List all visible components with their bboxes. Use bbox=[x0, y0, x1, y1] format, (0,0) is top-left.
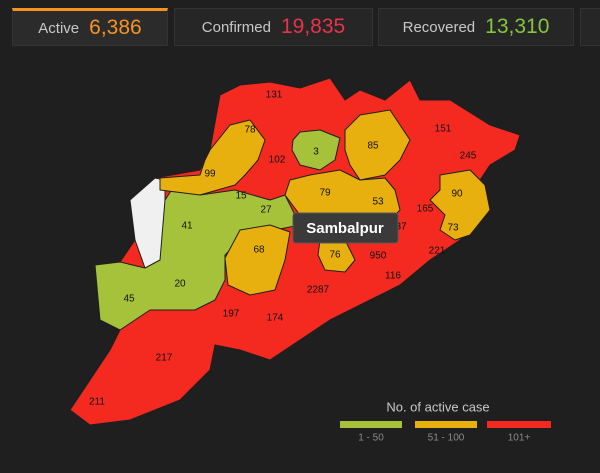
region[interactable] bbox=[224, 224, 291, 296]
tab[interactable]: Confirmed 19,835 bbox=[174, 8, 373, 46]
tab-label: Recovered bbox=[402, 18, 476, 36]
legend-label: 1 - 50 bbox=[358, 433, 384, 444]
district-label: 76 bbox=[329, 250, 341, 261]
tab[interactable]: Active 6,386 bbox=[12, 8, 168, 46]
tab-value: 6,386 bbox=[89, 16, 142, 39]
district-label: 211 bbox=[89, 397, 105, 408]
district-label: 217 bbox=[156, 353, 173, 364]
district-label: 221 bbox=[429, 246, 446, 257]
district-label: 99 bbox=[204, 169, 216, 180]
region[interactable] bbox=[429, 169, 491, 241]
legend-swatch bbox=[487, 421, 551, 428]
district-label: 15 bbox=[235, 191, 247, 202]
district-label: 37 bbox=[395, 222, 407, 233]
district-label: 2287 bbox=[307, 285, 330, 296]
legend-swatch bbox=[415, 421, 477, 428]
region[interactable] bbox=[291, 129, 341, 171]
district-label: 245 bbox=[460, 151, 477, 162]
legend-label: 51 - 100 bbox=[428, 433, 465, 444]
tab[interactable]: Recovered 13,310 bbox=[378, 8, 574, 46]
tooltip-box bbox=[292, 212, 399, 244]
district-label: 3 bbox=[313, 147, 319, 158]
district-label: 131 bbox=[266, 90, 283, 101]
region[interactable] bbox=[69, 77, 521, 426]
district-label: 20 bbox=[174, 279, 186, 290]
legend-swatch bbox=[340, 421, 402, 428]
tab-value: 13,310 bbox=[485, 15, 550, 38]
district-label: 90 bbox=[451, 189, 463, 200]
region[interactable] bbox=[344, 109, 411, 181]
district-label: 950 bbox=[370, 251, 387, 262]
tooltip-text: Sambalpur bbox=[306, 220, 384, 237]
district-label: 85 bbox=[367, 141, 379, 152]
district-label: 151 bbox=[435, 124, 452, 135]
legend-label: 101+ bbox=[508, 433, 531, 444]
tab-label: Confirmed bbox=[201, 18, 271, 36]
district-label: 165 bbox=[417, 204, 434, 215]
district-label: 41 bbox=[181, 221, 193, 232]
district-label: 45 bbox=[123, 294, 135, 305]
district-label: 197 bbox=[223, 309, 240, 320]
tab[interactable] bbox=[580, 8, 600, 46]
region[interactable] bbox=[159, 119, 266, 196]
district-label: 68 bbox=[253, 245, 265, 256]
legend-title: No. of active case bbox=[386, 399, 489, 414]
district-label: 27 bbox=[260, 205, 272, 216]
district-label: 53 bbox=[372, 197, 384, 208]
district-label: 116 bbox=[385, 271, 401, 282]
district-label: 79 bbox=[319, 188, 331, 199]
district-label: 102 bbox=[269, 155, 286, 166]
district-label: 78 bbox=[244, 125, 256, 136]
tab-label: Active bbox=[38, 19, 80, 37]
district-label: 73 bbox=[447, 223, 459, 234]
tab-value: 19,835 bbox=[280, 15, 346, 38]
district-label: 174 bbox=[267, 313, 284, 324]
